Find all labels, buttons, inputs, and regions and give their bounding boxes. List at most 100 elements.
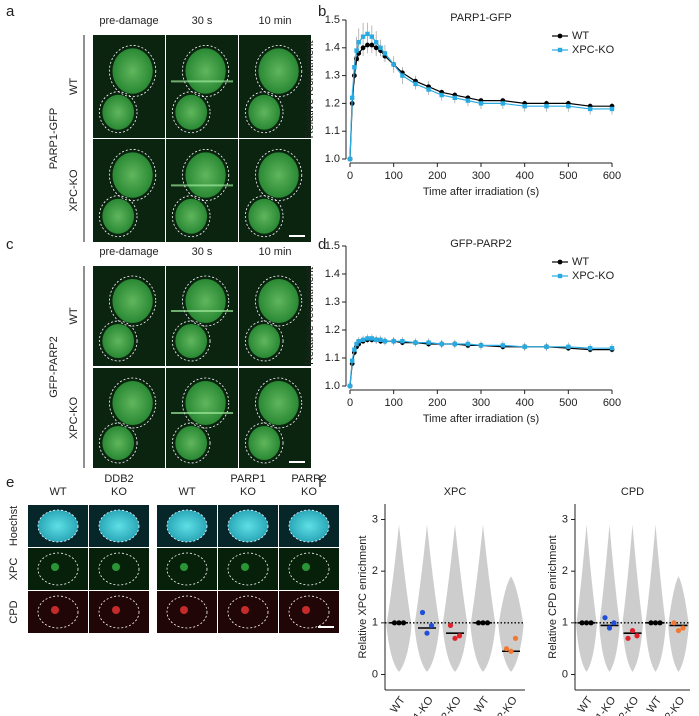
marker — [356, 339, 361, 344]
cell-swarm — [622, 524, 643, 672]
x-tick-label: WT — [645, 694, 665, 715]
nucleus-outline — [255, 148, 303, 202]
y-tick-label: 3 — [372, 513, 378, 525]
replicate-dot — [611, 620, 617, 626]
nucleus — [112, 279, 153, 323]
replicate-dot — [452, 635, 458, 641]
row-label: WT — [68, 307, 80, 324]
x-tick-label: 100 — [384, 170, 402, 182]
marker — [426, 340, 431, 345]
marker — [500, 101, 506, 106]
column-label: 10 min — [258, 15, 291, 27]
y-axis-label: Relative CPD enrichment — [547, 535, 559, 659]
y-tick-label: 1.4 — [325, 268, 340, 280]
y-tick-label: 1.2 — [325, 97, 340, 109]
y-tick-label: 1.5 — [325, 14, 340, 26]
x-tick-label: 500 — [559, 397, 577, 409]
y-tick-label: 1.1 — [325, 125, 340, 137]
nucleus-outline — [182, 148, 230, 202]
damage-spot — [241, 606, 249, 614]
replicate-dot — [648, 620, 654, 626]
marker — [544, 344, 549, 349]
damage-spot — [51, 606, 59, 614]
nucleus-outline — [109, 44, 157, 98]
nucleus-outline — [255, 275, 303, 327]
marker — [365, 42, 370, 48]
y-tick-label: 2 — [562, 565, 568, 577]
nucleus — [175, 94, 208, 130]
marker — [566, 103, 571, 109]
marker — [356, 40, 361, 45]
cell-swarm — [576, 524, 597, 672]
x-axis-label: Time after irradiation (s) — [423, 413, 539, 425]
marker — [349, 358, 355, 363]
nucleus — [185, 279, 226, 323]
legend-marker — [557, 47, 563, 53]
marker — [465, 98, 471, 103]
damage-spot — [180, 606, 188, 614]
cell-swarm — [442, 524, 468, 672]
x-tick-label: 400 — [515, 170, 533, 182]
column-label: PARP2 — [291, 473, 326, 485]
nucleus — [166, 509, 208, 543]
marker — [349, 95, 355, 101]
nucleus — [248, 198, 281, 234]
replicate-dot — [484, 620, 491, 626]
row-label: CPD — [8, 600, 20, 623]
x-tick-label: 0 — [347, 397, 353, 409]
replicate-dot — [625, 635, 631, 641]
column-label: pre-damage — [99, 246, 158, 258]
y-tick-label: 1 — [372, 617, 378, 629]
y-tick-label: 1 — [562, 617, 568, 629]
row-label: Hoechst — [8, 506, 20, 546]
x-tick-label: 300 — [472, 397, 490, 409]
y-tick-label: 1.0 — [325, 380, 340, 392]
nucleus-outline — [109, 148, 157, 202]
legend-marker — [557, 259, 563, 265]
legend-label: WT — [572, 30, 589, 42]
marker — [354, 341, 359, 347]
damage-spot — [241, 563, 249, 571]
chart-title: PARP1-GFP — [450, 12, 512, 24]
y-tick-label: 3 — [562, 513, 568, 525]
panel-letter: b — [318, 3, 326, 20]
chart-title: XPC — [444, 486, 467, 498]
row-label: WT — [68, 78, 80, 95]
replicate-dot — [602, 615, 608, 621]
damage-spot — [112, 606, 120, 614]
marker — [382, 51, 388, 56]
panel-letter: f — [318, 474, 323, 491]
replicate-dot — [428, 622, 435, 629]
replicate-dot — [419, 609, 426, 616]
column-label: WT — [49, 486, 66, 498]
nucleus — [185, 152, 226, 198]
nucleus-outline — [171, 422, 211, 464]
replicate-dot — [629, 627, 636, 634]
marker — [374, 40, 379, 45]
x-tick-label: 100 — [384, 397, 402, 409]
marker — [347, 383, 353, 389]
replicate-dot — [652, 620, 659, 626]
side-label: GFP-PARP2 — [48, 336, 60, 398]
x-tick-label: 200 — [428, 397, 446, 409]
marker — [413, 81, 418, 87]
y-tick-label: 1.1 — [325, 352, 340, 364]
damage-spot — [51, 563, 59, 571]
column-label: WT — [178, 486, 195, 498]
marker — [439, 341, 444, 347]
marker — [522, 344, 527, 349]
nucleus — [185, 381, 226, 425]
y-tick-label: 0 — [562, 668, 568, 680]
nucleus-outline — [98, 195, 138, 238]
marker — [365, 336, 370, 341]
x-tick-label: WT — [472, 694, 492, 715]
nucleus-outline — [244, 422, 284, 464]
marker — [354, 48, 359, 53]
side-label: PARP1-GFP — [48, 108, 60, 170]
y-tick-label: 1.0 — [325, 153, 340, 165]
column-label: DDB2 — [104, 473, 133, 485]
nucleus — [112, 381, 153, 425]
nucleus — [248, 426, 281, 460]
marker — [587, 106, 593, 112]
nucleus-outline — [182, 275, 230, 327]
